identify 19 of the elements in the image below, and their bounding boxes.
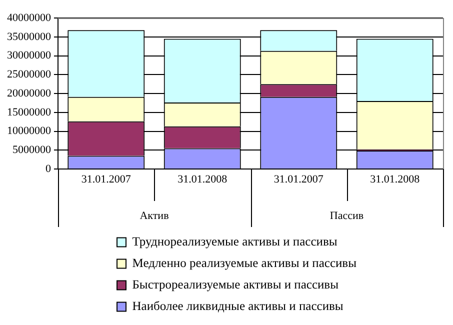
legend-label: Наиболее ликвидные активы и пассивы [132, 299, 344, 314]
y-tick-label: 10000000 [7, 125, 52, 138]
x-tick-label: 31.01.2007 [81, 173, 132, 186]
x-tick-label: 31.01.2008 [370, 173, 420, 186]
y-tick-label: 35000000 [7, 30, 52, 43]
y-tick-label: 15000000 [7, 106, 52, 118]
y-tick-label: 20000000 [7, 87, 52, 100]
y-tick-label: 40000000 [7, 12, 52, 24]
y-tick-label: 5000000 [12, 144, 52, 156]
legend-label: Труднореализуемые активы и пассивы [132, 234, 338, 249]
y-tick-label: 25000000 [7, 68, 52, 81]
text: Актив [140, 210, 169, 222]
y-tick-label: 30000000 [7, 50, 52, 62]
x-tick-label: 31.01.2008 [178, 173, 228, 186]
text: Пассив [330, 210, 364, 222]
legend-label: Медленно реализуемые активы и пассивы [132, 256, 358, 270]
legend-label: Быстрореализуемые активы и пассивы [132, 278, 340, 292]
x-tick-label: 31.01.2007 [274, 173, 324, 186]
y-tick-label: 0 [46, 162, 52, 175]
